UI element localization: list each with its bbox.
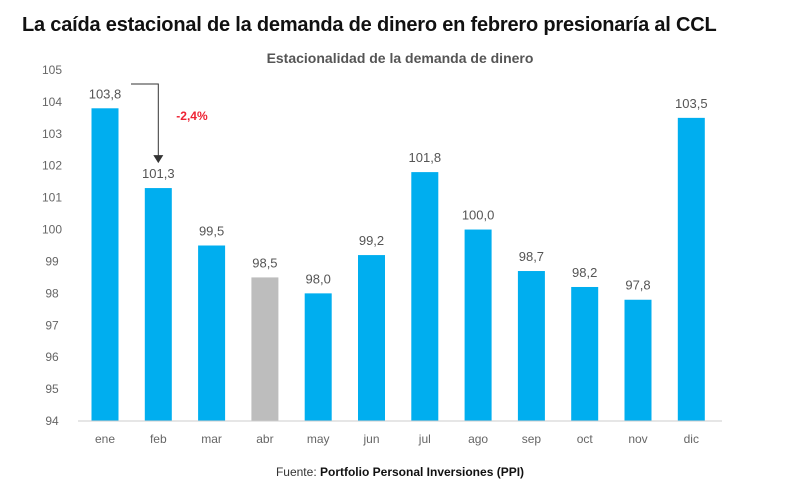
bar-ago: [464, 229, 492, 421]
y-tick-label: 98: [45, 286, 59, 300]
x-tick-label: abr: [256, 432, 273, 446]
x-tick-label: mar: [201, 432, 222, 446]
bar-nov: [624, 299, 652, 421]
x-tick-label: dic: [684, 432, 699, 446]
annotation-arrowhead: [153, 155, 164, 164]
x-tick-label: may: [307, 432, 330, 446]
y-tick-label: 102: [42, 159, 62, 173]
x-tick-label: nov: [628, 432, 647, 446]
y-tick-label: 99: [45, 254, 59, 268]
y-tick-label: 103: [42, 127, 62, 141]
source-prefix: Fuente:: [275, 465, 320, 479]
data-label-mar: 99,5: [199, 224, 224, 239]
y-tick-label: 105: [42, 63, 62, 77]
y-tick-label: 100: [42, 223, 62, 237]
bars: [91, 108, 705, 422]
annotation-arrow-line: [131, 83, 159, 158]
y-tick-label: 101: [42, 191, 62, 205]
bar-dic: [677, 117, 705, 421]
bar-jul: [411, 172, 439, 421]
data-label-ene: 103,8: [89, 86, 122, 101]
bar-jun: [358, 255, 385, 421]
data-label-abr: 98,5: [252, 255, 277, 270]
x-tick-label: sep: [522, 432, 542, 446]
annotation-label: -2,4%: [176, 109, 208, 123]
bar-abr: [251, 277, 279, 421]
y-tick-label: 95: [45, 382, 59, 396]
data-label-sep: 98,7: [519, 249, 544, 264]
data-label-dic: 103,5: [675, 96, 708, 111]
y-tick-label: 97: [45, 318, 59, 332]
data-label-may: 98,0: [306, 271, 331, 286]
data-labels: 103,8 101,3 99,5 98,5 98,0 99,2 101,8 100,0 98,7…: [89, 86, 708, 292]
annotation: -2,4%: [131, 83, 208, 164]
x-tick-label: oct: [577, 432, 594, 446]
page-title: La caída estacional de la demanda de din…: [22, 14, 717, 36]
bar-ene: [91, 108, 119, 422]
x-tick-label: ene: [95, 432, 115, 446]
source-name: Portfolio Personal Inversiones (PPI): [319, 465, 525, 479]
y-tick-label: 94: [45, 414, 59, 428]
bar-sep: [517, 271, 545, 421]
data-label-jul: 101,8: [409, 150, 442, 165]
data-label-ago: 100,0: [462, 208, 495, 223]
x-axis: ene feb mar abr may jun jul ago sep oct nov dic: [78, 420, 722, 446]
data-label-feb: 101,3: [142, 166, 175, 181]
bar-oct: [571, 286, 599, 421]
y-tick-label: 104: [42, 95, 62, 109]
y-tick-label: 96: [45, 350, 59, 364]
bar-feb: [144, 188, 172, 421]
x-tick-label: jul: [418, 432, 431, 446]
x-tick-label: ago: [468, 432, 488, 446]
x-tick-label: jun: [362, 432, 379, 446]
data-label-oct: 98,2: [572, 265, 597, 280]
bar-may: [304, 293, 332, 421]
chart-title: Estacionalidad de la demanda de dinero: [266, 50, 534, 66]
data-label-jun: 99,2: [359, 233, 384, 248]
y-axis: 94 95 96 97 98 99 100 101 102 103 104 105: [42, 63, 62, 428]
bar-mar: [198, 245, 226, 421]
x-tick-label: feb: [150, 432, 167, 446]
source-note: Fuente: Portfolio Personal Inversiones (…: [0, 465, 800, 479]
data-label-nov: 97,8: [625, 278, 650, 293]
